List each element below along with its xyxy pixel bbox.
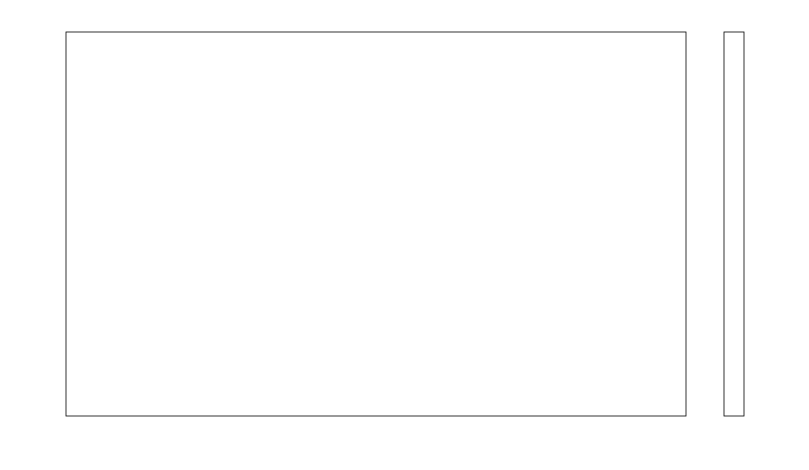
plot-frame [65,31,687,417]
colorbar [723,31,745,417]
